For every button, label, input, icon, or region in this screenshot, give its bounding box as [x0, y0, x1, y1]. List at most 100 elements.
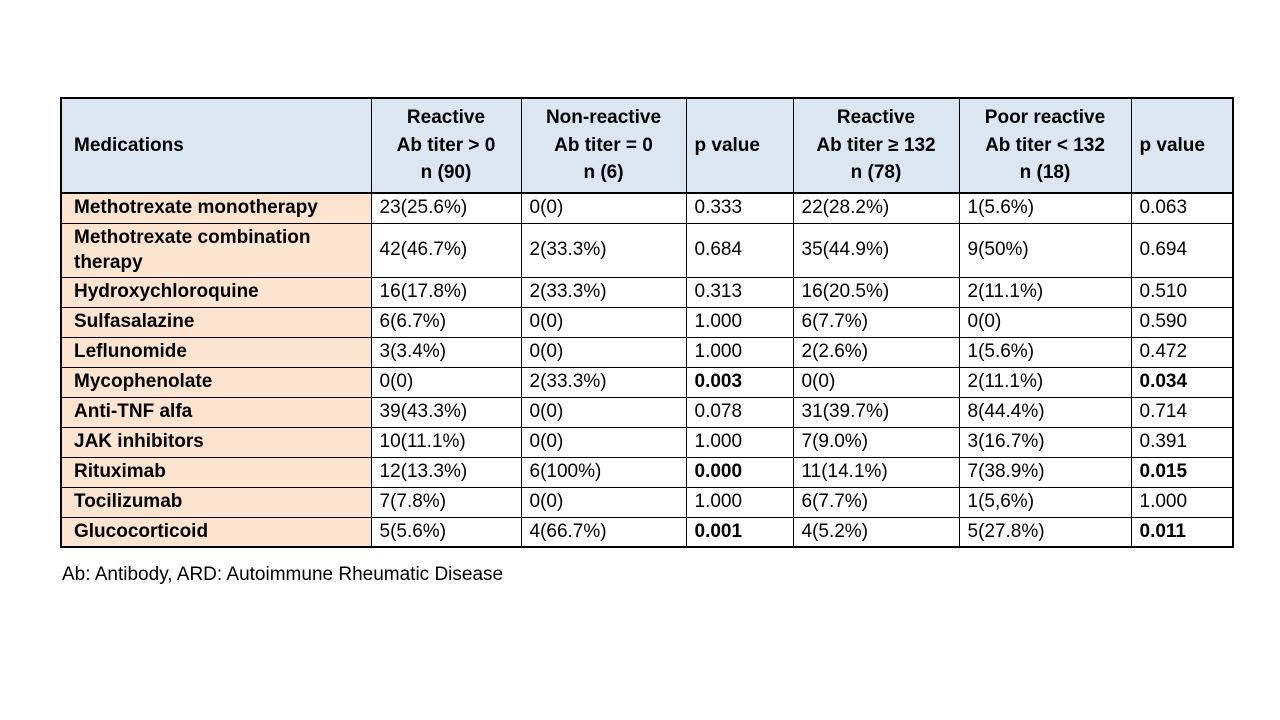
data-cell: 0.015: [1130, 456, 1234, 488]
data-cell: 0(0): [520, 306, 687, 338]
table-row: JAK inhibitors 10(11.1%) 0(0) 1.000 7(9.0%) 3…: [60, 426, 1234, 458]
data-cell: 2(33.3%): [520, 276, 687, 308]
data-cell: 1.000: [685, 306, 794, 338]
data-cell: 0.333: [685, 192, 794, 224]
data-cell: 9(50%): [958, 222, 1132, 278]
data-cell: 16(20.5%): [792, 276, 960, 308]
medications-table-container: Medications Reactive Ab titer > 0 n (90) N…: [60, 97, 1234, 549]
table-row: Leflunomide 3(3.4%) 0(0) 1.000 2(2.6%) 1(5.6%…: [60, 336, 1234, 368]
table-row: Sulfasalazine 6(6.7%) 0(0) 1.000 6(7.7%) 0(0)…: [60, 306, 1234, 338]
data-cell: 12(13.3%): [370, 456, 522, 488]
data-cell: 1(5.6%): [958, 336, 1132, 368]
medication-name: Leflunomide: [60, 336, 372, 368]
data-cell: 35(44.9%): [792, 222, 960, 278]
data-cell: 7(9.0%): [792, 426, 960, 458]
data-cell: 0.001: [685, 516, 794, 548]
table-row: Glucocorticoid 5(5.6%) 4(66.7%) 0.001 4(5.2%…: [60, 516, 1234, 548]
table-row: Methotrexate monotherapy 23(25.6%) 0(0) 0.3…: [60, 192, 1234, 224]
data-cell: 1.000: [685, 486, 794, 518]
column-header-poor-reactive-titer-lt-132: Poor reactive Ab titer < 132 n (18): [958, 97, 1132, 194]
data-cell: 6(6.7%): [370, 306, 522, 338]
data-cell: 16(17.8%): [370, 276, 522, 308]
table-body: Methotrexate monotherapy 23(25.6%) 0(0) 0.3…: [60, 192, 1234, 548]
data-cell: 31(39.7%): [792, 396, 960, 428]
column-header-p-value-2: p value: [1130, 97, 1234, 194]
medication-name: Methotrexate combination therapy: [60, 222, 372, 278]
data-cell: 0.000: [685, 456, 794, 488]
data-cell: 0(0): [520, 426, 687, 458]
data-cell: 0.011: [1130, 516, 1234, 548]
medication-name: Mycophenolate: [60, 366, 372, 398]
data-cell: 2(33.3%): [520, 222, 687, 278]
data-cell: 0.063: [1130, 192, 1234, 224]
table-row: Rituximab 12(13.3%) 6(100%) 0.000 11(14.1%) 7…: [60, 456, 1234, 488]
data-cell: 0.003: [685, 366, 794, 398]
data-cell: 0.590: [1130, 306, 1234, 338]
column-header-reactive-titer-gt-0: Reactive Ab titer > 0 n (90): [370, 97, 522, 194]
data-cell: 5(27.8%): [958, 516, 1132, 548]
data-cell: 39(43.3%): [370, 396, 522, 428]
data-cell: 0(0): [520, 192, 687, 224]
medication-name: Glucocorticoid: [60, 516, 372, 548]
column-header-non-reactive-titer-eq-0: Non-reactive Ab titer = 0 n (6): [520, 97, 687, 194]
medication-name: Hydroxychloroquine: [60, 276, 372, 308]
data-cell: 2(2.6%): [792, 336, 960, 368]
data-cell: 3(3.4%): [370, 336, 522, 368]
column-header-reactive-titer-ge-132: Reactive Ab titer ≥ 132 n (78): [792, 97, 960, 194]
medication-name: Anti-TNF alfa: [60, 396, 372, 428]
data-cell: 42(46.7%): [370, 222, 522, 278]
data-cell: 0(0): [520, 396, 687, 428]
table-row: Tocilizumab 7(7.8%) 0(0) 1.000 6(7.7%) 1(5,6%…: [60, 486, 1234, 518]
data-cell: 1.000: [1130, 486, 1234, 518]
data-cell: 0.694: [1130, 222, 1234, 278]
data-cell: 6(100%): [520, 456, 687, 488]
data-cell: 0(0): [792, 366, 960, 398]
data-cell: 0(0): [520, 336, 687, 368]
medication-name: Methotrexate monotherapy: [60, 192, 372, 224]
table-row: Methotrexate combination therapy 42(46.7%…: [60, 222, 1234, 278]
data-cell: 0.510: [1130, 276, 1234, 308]
data-cell: 10(11.1%): [370, 426, 522, 458]
data-cell: 7(7.8%): [370, 486, 522, 518]
data-cell: 2(33.3%): [520, 366, 687, 398]
data-cell: 0.078: [685, 396, 794, 428]
data-cell: 0.714: [1130, 396, 1234, 428]
column-header-medications: Medications: [60, 97, 372, 194]
data-cell: 6(7.7%): [792, 306, 960, 338]
data-cell: 0.684: [685, 222, 794, 278]
table-footnote: Ab: Antibody, ARD: Autoimmune Rheumatic …: [62, 564, 504, 585]
data-cell: 4(66.7%): [520, 516, 687, 548]
column-header-p-value-1: p value: [685, 97, 794, 194]
data-cell: 0(0): [370, 366, 522, 398]
data-cell: 0.034: [1130, 366, 1234, 398]
medication-name: JAK inhibitors: [60, 426, 372, 458]
data-cell: 23(25.6%): [370, 192, 522, 224]
table-row: Hydroxychloroquine 16(17.8%) 2(33.3%) 0.313…: [60, 276, 1234, 308]
data-cell: 0(0): [520, 486, 687, 518]
data-cell: 3(16.7%): [958, 426, 1132, 458]
data-cell: 1(5,6%): [958, 486, 1132, 518]
medication-name: Rituximab: [60, 456, 372, 488]
table-header: Medications Reactive Ab titer > 0 n (90) N…: [60, 97, 1234, 194]
medication-name: Tocilizumab: [60, 486, 372, 518]
header-row: Medications Reactive Ab titer > 0 n (90) N…: [60, 97, 1234, 194]
data-cell: 2(11.1%): [958, 366, 1132, 398]
data-cell: 1.000: [685, 426, 794, 458]
data-cell: 0.391: [1130, 426, 1234, 458]
data-cell: 6(7.7%): [792, 486, 960, 518]
data-cell: 8(44.4%): [958, 396, 1132, 428]
medication-name: Sulfasalazine: [60, 306, 372, 338]
data-cell: 1.000: [685, 336, 794, 368]
data-cell: 0.472: [1130, 336, 1234, 368]
data-cell: 0.313: [685, 276, 794, 308]
data-cell: 1(5.6%): [958, 192, 1132, 224]
data-cell: 4(5.2%): [792, 516, 960, 548]
data-cell: 2(11.1%): [958, 276, 1132, 308]
data-cell: 22(28.2%): [792, 192, 960, 224]
data-cell: 0(0): [958, 306, 1132, 338]
table-row: Anti-TNF alfa 39(43.3%) 0(0) 0.078 31(39.7%)…: [60, 396, 1234, 428]
table-row: Mycophenolate 0(0) 2(33.3%) 0.003 0(0) 2(11.1…: [60, 366, 1234, 398]
data-cell: 11(14.1%): [792, 456, 960, 488]
data-cell: 7(38.9%): [958, 456, 1132, 488]
